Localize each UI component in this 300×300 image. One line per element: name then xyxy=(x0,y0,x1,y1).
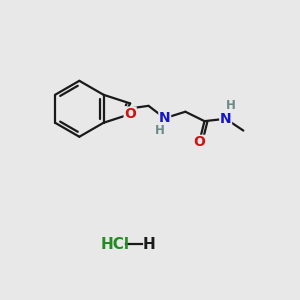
Text: O: O xyxy=(124,107,136,121)
Text: HCl: HCl xyxy=(100,237,129,252)
Text: O: O xyxy=(193,135,205,149)
Text: H: H xyxy=(154,124,164,137)
Text: N: N xyxy=(159,111,170,125)
Text: N: N xyxy=(220,112,232,126)
Text: H: H xyxy=(226,99,236,112)
Text: H: H xyxy=(142,237,155,252)
